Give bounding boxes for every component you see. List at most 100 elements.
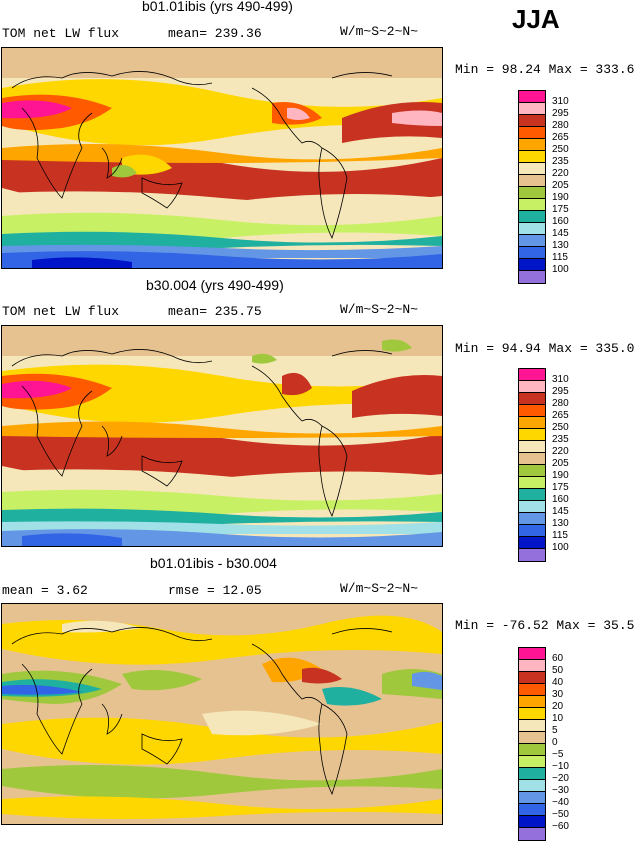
panel-3-map-svg bbox=[2, 604, 442, 824]
panel-2-mean: mean= 235.75 bbox=[168, 304, 262, 319]
colorbar-tick-label: 0 bbox=[552, 737, 558, 748]
panel-3-colorbar-swatch bbox=[519, 816, 545, 828]
panel-2-colorbar-swatch bbox=[519, 489, 545, 501]
panel-3-colorbar-swatch bbox=[519, 756, 545, 768]
colorbar-tick-label: 220 bbox=[552, 446, 569, 457]
panel-2-colorbar-swatch bbox=[519, 501, 545, 513]
panel-1-colorbar-swatch bbox=[519, 103, 545, 115]
panel-3-colorbar-swatch bbox=[519, 660, 545, 672]
panel-1-colorbar-swatch bbox=[519, 223, 545, 235]
colorbar-tick-label: 205 bbox=[552, 458, 569, 469]
panel-3-rmse: rmse = 12.05 bbox=[168, 583, 262, 598]
colorbar-tick-label: 115 bbox=[552, 252, 568, 263]
colorbar-tick-label: 295 bbox=[552, 108, 569, 119]
colorbar-tick-label: 30 bbox=[552, 689, 564, 700]
panel-2-colorbar-swatch bbox=[519, 429, 545, 441]
panel-1-colorbar-swatch bbox=[519, 175, 545, 187]
panel-2-colorbar-swatch bbox=[519, 405, 545, 417]
colorbar-tick-label: 160 bbox=[552, 494, 569, 505]
panel-1-colorbar-swatch bbox=[519, 139, 545, 151]
colorbar-tick-label: 235 bbox=[552, 434, 569, 445]
panel-3-map bbox=[1, 603, 443, 825]
panel-2-minmax: Min = 94.94 Max = 335.00 bbox=[455, 341, 634, 356]
colorbar-tick-label: 100 bbox=[552, 542, 569, 553]
colorbar-tick-label: 310 bbox=[552, 96, 569, 107]
panel-1-colorbar-swatch bbox=[519, 127, 545, 139]
panel-1-colorbar-swatch bbox=[519, 115, 545, 127]
colorbar-tick-label: −50 bbox=[552, 809, 569, 820]
colorbar-tick-label: 265 bbox=[552, 410, 569, 421]
panel-3-colorbar-swatch bbox=[519, 684, 545, 696]
panel-2-colorbar-swatch bbox=[519, 549, 545, 561]
colorbar-tick-label: 145 bbox=[552, 506, 569, 517]
colorbar-tick-label: 115 bbox=[552, 530, 568, 541]
panel-3-mean: mean = 3.62 bbox=[2, 583, 88, 598]
colorbar-tick-label: 310 bbox=[552, 374, 569, 385]
panel-2-colorbar bbox=[518, 368, 546, 562]
panel-1-map bbox=[1, 47, 443, 269]
colorbar-tick-label: 235 bbox=[552, 156, 569, 167]
panel-3-title: b01.01ibis - b30.004 bbox=[150, 555, 277, 571]
colorbar-tick-label: −60 bbox=[552, 821, 569, 832]
panel-2-colorbar-swatch bbox=[519, 465, 545, 477]
panel-3-colorbar-swatch bbox=[519, 720, 545, 732]
panel-1-colorbar-swatch bbox=[519, 91, 545, 103]
colorbar-tick-label: 265 bbox=[552, 132, 569, 143]
colorbar-tick-label: 160 bbox=[552, 216, 569, 227]
panel-1-colorbar-swatch bbox=[519, 271, 545, 283]
colorbar-tick-label: 40 bbox=[552, 677, 564, 688]
colorbar-tick-label: −5 bbox=[552, 749, 564, 760]
panel-3-colorbar-swatch bbox=[519, 780, 545, 792]
panel-2-colorbar-swatch bbox=[519, 513, 545, 525]
panel-2-colorbar-swatch bbox=[519, 525, 545, 537]
panel-1-colorbar-swatch bbox=[519, 187, 545, 199]
colorbar-tick-label: 100 bbox=[552, 264, 569, 275]
colorbar-tick-label: 220 bbox=[552, 168, 569, 179]
colorbar-tick-label: 190 bbox=[552, 470, 569, 481]
panel-2-colorbar-swatch bbox=[519, 453, 545, 465]
panel-1-colorbar-swatch bbox=[519, 211, 545, 223]
panel-2-field-label: TOM net LW flux bbox=[2, 304, 120, 319]
colorbar-tick-label: 295 bbox=[552, 386, 569, 397]
panel-1-title: b01.01ibis (yrs 490-499) bbox=[142, 0, 293, 14]
panel-1-colorbar-swatch bbox=[519, 259, 545, 271]
panel-1-colorbar-swatch bbox=[519, 235, 545, 247]
colorbar-tick-label: −10 bbox=[552, 761, 569, 772]
panel-3-colorbar-swatch bbox=[519, 804, 545, 816]
panel-1-colorbar-swatch bbox=[519, 163, 545, 175]
colorbar-tick-label: 250 bbox=[552, 144, 569, 155]
panel-3-colorbar-swatch bbox=[519, 708, 545, 720]
panel-3-colorbar-swatch bbox=[519, 792, 545, 804]
panel-3-colorbar-swatch bbox=[519, 768, 545, 780]
colorbar-tick-label: 130 bbox=[552, 518, 569, 529]
colorbar-tick-label: 145 bbox=[552, 228, 569, 239]
panel-2-colorbar-swatch bbox=[519, 441, 545, 453]
panel-2-colorbar-swatch bbox=[519, 417, 545, 429]
panel-1-units: W/m~S~2~N~ bbox=[340, 24, 419, 39]
panel-3-colorbar-swatch bbox=[519, 732, 545, 744]
colorbar-tick-label: 280 bbox=[552, 398, 569, 409]
season-label: JJA bbox=[512, 4, 560, 34]
panel-1-colorbar-swatch bbox=[519, 247, 545, 259]
panel-2-title: b30.004 (yrs 490-499) bbox=[146, 277, 284, 293]
colorbar-tick-label: 205 bbox=[552, 180, 569, 191]
panel-3-units: W/m~S~2~N~ bbox=[340, 581, 419, 596]
panel-3-colorbar-swatch bbox=[519, 696, 545, 708]
colorbar-tick-label: 5 bbox=[552, 725, 558, 736]
panel-1-field-label: TOM net LW flux bbox=[2, 26, 120, 41]
panel-2-colorbar-swatch bbox=[519, 537, 545, 549]
panel-2-colorbar-swatch bbox=[519, 393, 545, 405]
colorbar-tick-label: 50 bbox=[552, 665, 564, 676]
panel-1-map-svg bbox=[2, 48, 442, 268]
panel-1-minmax: Min = 98.24 Max = 333.64 bbox=[455, 62, 634, 77]
colorbar-tick-label: 20 bbox=[552, 701, 564, 712]
panel-1-colorbar-swatch bbox=[519, 199, 545, 211]
panel-3-colorbar-swatch bbox=[519, 672, 545, 684]
panel-1-colorbar-swatch bbox=[519, 151, 545, 163]
panel-1-colorbar bbox=[518, 90, 546, 284]
colorbar-tick-label: 280 bbox=[552, 120, 569, 131]
panel-2-colorbar-swatch bbox=[519, 477, 545, 489]
panel-3-colorbar-swatch bbox=[519, 648, 545, 660]
colorbar-tick-label: 130 bbox=[552, 240, 569, 251]
panel-2-colorbar-swatch bbox=[519, 381, 545, 393]
